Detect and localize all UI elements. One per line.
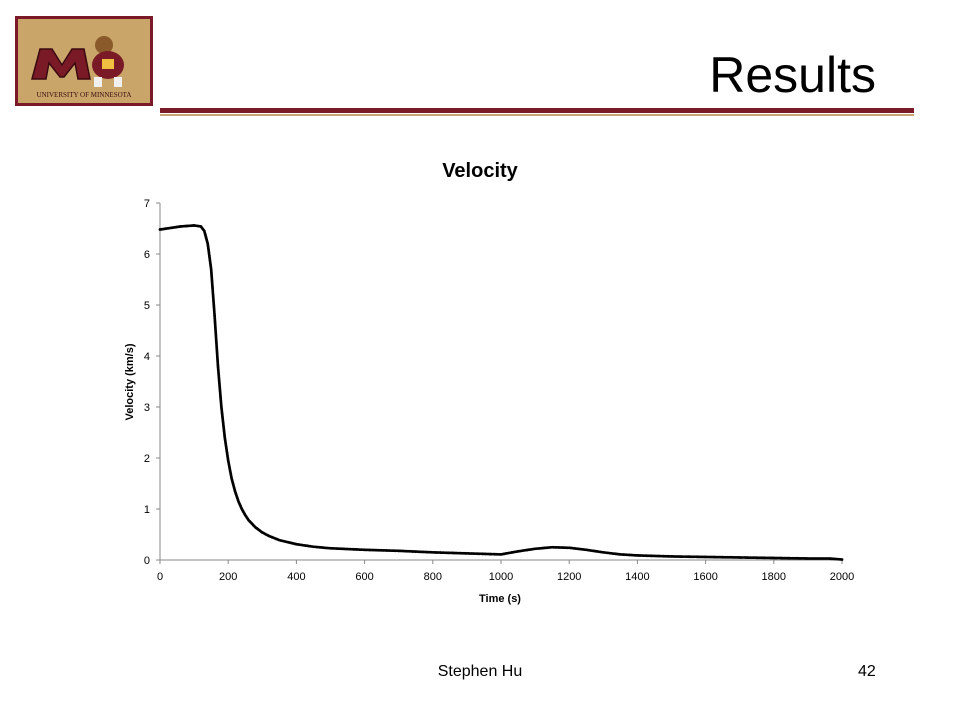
y-tick-label: 5 (144, 300, 150, 312)
y-tick-label: 2 (144, 453, 150, 465)
x-tick-label: 200 (219, 571, 237, 583)
y-tick-label: 4 (144, 351, 150, 363)
x-tick-label: 1600 (693, 571, 717, 583)
y-tick-label: 7 (144, 198, 150, 210)
chart-axes: 0 1 2 3 4 5 6 7 0 200 400 600 800 1000 1200 1400 1600 180… (144, 198, 854, 583)
data-point (840, 558, 844, 561)
x-tick-label: 1800 (762, 571, 786, 583)
x-tick-label: 1000 (489, 571, 513, 583)
x-tick-label: 800 (424, 571, 442, 583)
x-tick-label: 400 (287, 571, 305, 583)
y-axis-label: Velocity (km/s) (124, 343, 136, 420)
title-rule-gold (160, 114, 914, 116)
logo-wordmark: UNIVERSITY OF MINNESOTA (37, 91, 132, 99)
x-tick-label: 600 (355, 571, 373, 583)
university-logo: UNIVERSITY OF MINNESOTA (15, 16, 153, 106)
y-tick-label: 6 (144, 249, 150, 261)
data-series (158, 224, 844, 561)
title-rule-maroon (160, 108, 914, 113)
slide-title: Results (709, 47, 876, 103)
y-tick-label: 3 (144, 402, 150, 414)
y-tick-label: 0 (144, 555, 150, 567)
x-tick-label: 1400 (625, 571, 649, 583)
x-tick-label: 1200 (557, 571, 581, 583)
x-tick-label: 2000 (830, 571, 854, 583)
page-number: 42 (858, 663, 876, 680)
footer-author: Stephen Hu (437, 663, 523, 680)
chart-title: Velocity (442, 160, 518, 182)
x-tick-label: 0 (157, 571, 163, 583)
x-axis-label: Time (s) (479, 593, 521, 605)
y-tick-label: 1 (144, 504, 150, 516)
